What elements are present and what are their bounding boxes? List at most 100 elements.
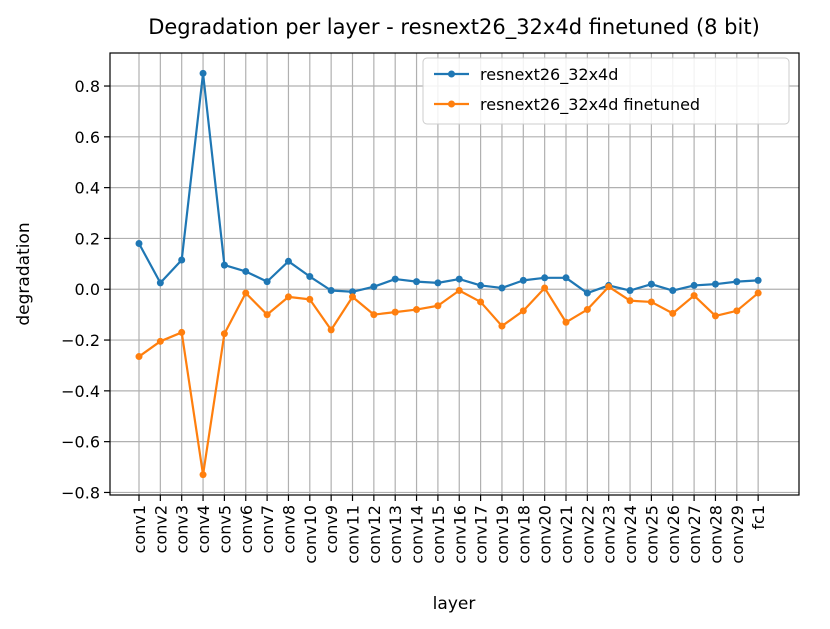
x-tick-label: conv9 bbox=[322, 505, 341, 553]
data-point bbox=[711, 312, 719, 320]
data-point bbox=[156, 337, 164, 345]
x-tick-label: conv28 bbox=[706, 505, 725, 564]
data-point bbox=[669, 309, 677, 317]
x-tick-label: conv12 bbox=[365, 505, 384, 564]
data-point bbox=[541, 284, 549, 292]
y-tick-label: 0.2 bbox=[75, 229, 100, 248]
x-tick-label: conv11 bbox=[344, 505, 363, 564]
data-point bbox=[498, 322, 506, 330]
y-axis: −0.8 −0.6 −0.4 −0.2 0.0 0.2 0.4 0.6 0.8 bbox=[61, 77, 110, 502]
x-tick-label: conv22 bbox=[578, 505, 597, 564]
data-point bbox=[391, 275, 399, 283]
data-point bbox=[754, 289, 762, 297]
data-point bbox=[349, 293, 356, 301]
data-point bbox=[306, 295, 314, 303]
data-point bbox=[477, 281, 485, 289]
y-tick-label: −0.8 bbox=[61, 483, 100, 502]
chart-title: Degradation per layer - resnext26_32x4d … bbox=[148, 15, 760, 40]
data-point bbox=[434, 279, 442, 287]
data-point bbox=[583, 289, 591, 297]
data-point bbox=[135, 353, 143, 361]
data-point bbox=[413, 306, 421, 314]
series-line bbox=[138, 285, 759, 476]
data-point bbox=[242, 289, 250, 297]
y-tick-label: 0.4 bbox=[75, 179, 100, 198]
data-point bbox=[349, 288, 356, 296]
data-point bbox=[156, 279, 164, 287]
x-tick-label: conv20 bbox=[536, 505, 555, 564]
data-point bbox=[199, 471, 207, 479]
data-point bbox=[455, 275, 463, 283]
x-tick-label: conv2 bbox=[151, 505, 170, 553]
series-resnext26-32x4d-finetuned bbox=[135, 283, 762, 479]
data-point bbox=[583, 306, 591, 314]
data-point bbox=[199, 69, 207, 77]
y-tick-label: −0.6 bbox=[61, 433, 100, 452]
data-point bbox=[519, 276, 527, 284]
data-point bbox=[647, 280, 655, 288]
y-tick-label: −0.4 bbox=[61, 382, 100, 401]
x-tick-label: conv24 bbox=[621, 505, 640, 564]
data-point bbox=[434, 302, 442, 310]
x-tick-label: conv29 bbox=[728, 505, 747, 564]
data-point bbox=[562, 318, 570, 326]
data-point bbox=[733, 278, 741, 286]
data-point bbox=[284, 257, 292, 265]
legend: resnext26_32x4d resnext26_32x4d finetune… bbox=[422, 57, 790, 125]
x-tick-label: conv26 bbox=[664, 505, 683, 564]
data-point bbox=[605, 283, 613, 291]
x-tick-label: conv8 bbox=[279, 505, 298, 553]
data-point bbox=[754, 276, 762, 284]
data-point bbox=[135, 240, 143, 248]
series-area bbox=[135, 69, 762, 479]
x-tick-label: conv25 bbox=[642, 505, 661, 564]
x-tick-label: conv1 bbox=[130, 505, 149, 553]
data-point bbox=[370, 311, 378, 319]
data-point bbox=[370, 283, 378, 291]
x-tick-label: conv14 bbox=[408, 505, 427, 564]
x-tick-label: conv27 bbox=[685, 505, 704, 564]
data-point bbox=[519, 307, 527, 315]
data-point bbox=[220, 330, 228, 338]
plot-frame bbox=[109, 52, 800, 496]
data-point bbox=[690, 281, 698, 289]
legend-label-orange: resnext26_32x4d finetuned bbox=[480, 95, 700, 115]
data-point bbox=[263, 278, 271, 286]
data-point bbox=[284, 293, 292, 301]
data-point bbox=[178, 256, 186, 264]
x-tick-label: conv3 bbox=[173, 505, 192, 553]
x-tick-label: conv5 bbox=[215, 505, 234, 553]
x-tick-label: conv13 bbox=[386, 505, 405, 564]
legend-marker-blue bbox=[448, 70, 455, 78]
x-tick-label: conv10 bbox=[301, 505, 320, 564]
data-point bbox=[669, 287, 677, 295]
grid bbox=[110, 53, 799, 495]
data-point bbox=[711, 280, 719, 288]
legend-box bbox=[422, 57, 790, 125]
data-point bbox=[477, 298, 485, 306]
x-tick-label: conv21 bbox=[557, 505, 576, 564]
data-point bbox=[733, 307, 741, 315]
data-point bbox=[455, 287, 463, 295]
x-tick-label: conv15 bbox=[429, 505, 448, 564]
data-point bbox=[327, 326, 335, 334]
series-resnext26-32x4d bbox=[135, 69, 762, 297]
y-axis-label: degradation bbox=[14, 222, 34, 325]
x-tick-label: conv17 bbox=[472, 505, 491, 564]
legend-marker-orange bbox=[448, 100, 455, 108]
y-tick-label: −0.2 bbox=[61, 331, 100, 350]
x-axis-label: layer bbox=[433, 594, 476, 614]
y-tick-label: 0.6 bbox=[75, 128, 100, 147]
data-point bbox=[626, 287, 634, 295]
x-tick-label: conv18 bbox=[514, 505, 533, 564]
data-point bbox=[647, 298, 655, 306]
data-point bbox=[327, 287, 335, 295]
data-point bbox=[306, 273, 314, 281]
data-point bbox=[391, 308, 399, 316]
data-point bbox=[413, 278, 421, 286]
data-point bbox=[626, 297, 634, 305]
data-point bbox=[562, 274, 570, 282]
x-tick-label: conv6 bbox=[237, 505, 256, 553]
x-tick-label: conv16 bbox=[450, 505, 469, 564]
